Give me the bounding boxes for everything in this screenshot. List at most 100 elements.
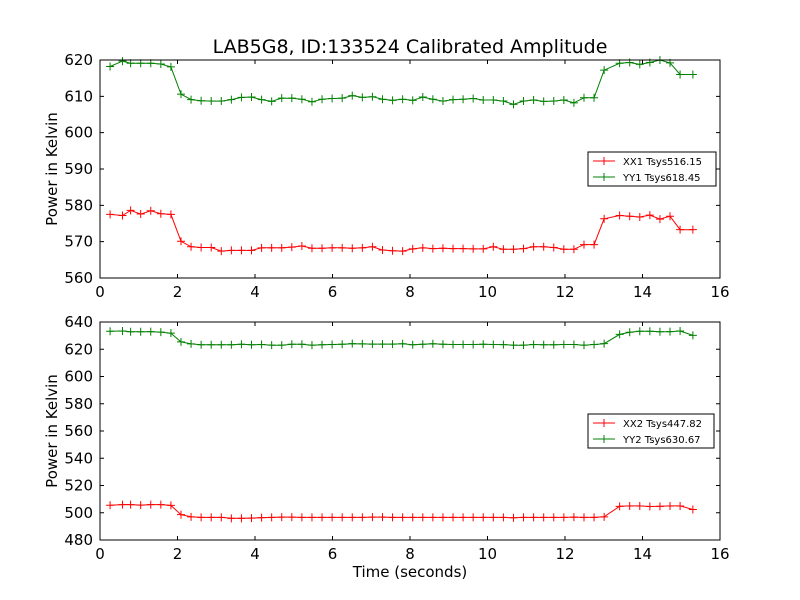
data-point — [207, 243, 216, 252]
data-point — [146, 327, 155, 336]
data-point — [187, 339, 196, 348]
data-point — [388, 513, 397, 522]
data-point — [559, 513, 568, 522]
data-point — [559, 245, 568, 254]
data-point — [438, 340, 447, 349]
legend-label: YY2 Tsys630.67 — [622, 435, 701, 446]
y-tick-label: 540 — [64, 449, 93, 467]
data-point — [529, 242, 538, 251]
data-point — [539, 242, 548, 251]
data-point — [666, 327, 675, 336]
data-point — [408, 244, 417, 253]
data-point — [106, 210, 115, 219]
legend-marker — [600, 435, 608, 443]
data-point — [655, 215, 664, 224]
data-point — [287, 94, 296, 103]
x-tick-label: 6 — [328, 545, 338, 563]
data-point — [227, 340, 236, 349]
data-point — [635, 212, 644, 221]
data-point — [615, 330, 624, 339]
data-point — [600, 512, 609, 521]
y-axis-label: Power in Kelvin — [43, 374, 61, 488]
data-point — [257, 95, 266, 104]
data-point — [645, 502, 654, 511]
data-point — [499, 513, 508, 522]
data-point — [156, 59, 165, 68]
data-point — [489, 340, 498, 349]
data-point — [590, 340, 599, 349]
data-point — [655, 502, 664, 511]
data-point — [176, 90, 185, 99]
y-tick-label: 570 — [64, 233, 93, 251]
data-point — [146, 59, 155, 68]
data-point — [358, 339, 367, 348]
data-point — [217, 513, 226, 522]
data-point — [449, 340, 458, 349]
data-point — [176, 337, 185, 346]
data-point — [676, 70, 685, 79]
data-point — [287, 340, 296, 349]
data-point — [217, 247, 226, 256]
data-point — [398, 339, 407, 348]
series-line-2-1 — [110, 504, 694, 519]
plots: 0 2 4 6 8 10 12 14 16560570580590600610620Power … — [43, 51, 730, 581]
data-point — [257, 340, 266, 349]
data-point — [590, 513, 599, 522]
plot-2: 0 2 4 6 8 10 12 14 16 480 500 520 540 560 580 600 620 640… — [43, 313, 730, 581]
x-tick-label: 14 — [633, 545, 652, 563]
data-point — [509, 513, 518, 522]
data-point — [328, 513, 337, 522]
data-point — [479, 340, 488, 349]
data-point — [328, 94, 337, 103]
data-point — [469, 244, 478, 253]
data-point — [600, 214, 609, 223]
data-point — [318, 244, 327, 253]
data-point — [358, 513, 367, 522]
data-point — [146, 500, 155, 509]
data-point — [569, 98, 578, 107]
data-point — [277, 341, 286, 350]
data-point — [277, 513, 286, 522]
data-point — [247, 514, 256, 523]
data-point — [338, 243, 347, 252]
data-point — [328, 340, 337, 349]
data-point — [645, 327, 654, 336]
data-point — [438, 244, 447, 253]
data-point — [398, 247, 407, 256]
data-point — [197, 243, 206, 252]
data-point — [459, 513, 468, 522]
data-point — [549, 243, 558, 252]
y-tick-label: 520 — [64, 477, 93, 495]
data-point — [166, 501, 175, 510]
data-point — [358, 93, 367, 102]
y-tick-label: 620 — [64, 51, 93, 69]
data-point — [625, 501, 634, 510]
data-point — [106, 327, 115, 336]
legend-marker — [600, 419, 608, 427]
data-point — [118, 500, 127, 509]
data-point — [348, 339, 357, 348]
legend-1: XX1 Tsys516.15 YY1 Tsys618.45 — [587, 151, 717, 187]
data-point — [449, 513, 458, 522]
data-point — [459, 95, 468, 104]
data-point — [126, 500, 135, 509]
data-point — [615, 211, 624, 220]
x-tick-label: 8 — [405, 545, 415, 563]
data-point — [227, 95, 236, 104]
data-point — [579, 513, 588, 522]
legend-label: XX2 Tsys447.82 — [623, 419, 702, 430]
y-tick-label: 590 — [64, 160, 93, 178]
data-point — [197, 513, 206, 522]
data-point — [569, 340, 578, 349]
series-line-1-1 — [110, 209, 693, 252]
data-point — [438, 97, 447, 106]
data-point — [136, 501, 145, 510]
data-point — [277, 94, 286, 103]
data-point — [590, 93, 599, 102]
y-tick-label: 580 — [64, 395, 93, 413]
data-point — [297, 513, 306, 522]
y-tick-label: 580 — [64, 196, 93, 214]
data-point — [338, 340, 347, 349]
x-tick-label: 12 — [555, 283, 574, 301]
data-point — [368, 242, 377, 251]
